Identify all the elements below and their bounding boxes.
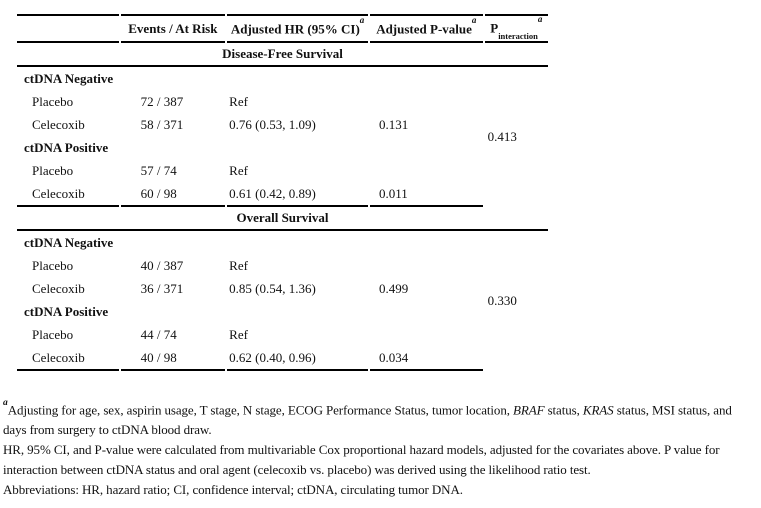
adjusted-p-value: 0.034 [369, 346, 483, 371]
table-row: ctDNA Positive [17, 300, 548, 323]
p-interaction-base: P [490, 19, 499, 35]
arm-label: Celecoxib [32, 116, 85, 132]
footnote-methods-line1: HR, 95% CI, and P-value were calculated … [3, 442, 720, 458]
section-header-row: Disease-Free Survival [17, 43, 548, 67]
events-at-risk-value: 57 / 74 [140, 162, 177, 178]
survival-results-table: Events / At Risk Adjusted HR (95% CI)a A… [15, 14, 550, 371]
header-events-label: Events / At Risk [128, 20, 218, 36]
header-p-interaction: Pinteraction a [484, 13, 548, 43]
table-row: Placebo 44 / 74 Ref [17, 323, 548, 346]
adjusted-p-value [370, 323, 483, 346]
p-interaction-subscript: interaction [498, 30, 538, 41]
header-adjusted-p: Adjusted P-valuea [369, 14, 483, 43]
table-row: Celecoxib 36 / 371 0.85 (0.54, 1.36) 0.4… [17, 277, 548, 300]
adjusted-hr-value: Ref [229, 162, 248, 178]
footnote-marker: a [537, 13, 543, 24]
adjusted-hr-value: 0.85 (0.54, 1.36) [229, 280, 316, 296]
events-at-risk-value: 58 / 371 [140, 116, 184, 132]
header-p-label: Adjusted P-value [376, 21, 472, 37]
adjusted-hr-value: Ref [229, 326, 248, 342]
group-label-ctdna-negative: ctDNA Negative [24, 234, 114, 250]
group-label-ctdna-positive: ctDNA Positive [24, 139, 109, 155]
header-hr-label: Adjusted HR (95% CI) [230, 21, 360, 37]
footnote-methods-line2: interaction between ctDNA status and ora… [3, 462, 591, 478]
footnote-adjustment-line2: days from surgery to ctDNA blood draw. [3, 422, 212, 438]
adjusted-hr-value: Ref [229, 257, 248, 273]
events-at-risk-value: 72 / 387 [140, 93, 184, 109]
header-events-at-risk: Events / At Risk [120, 14, 226, 43]
footnote-marker: a [359, 15, 365, 26]
footnote-adjustment-line1: aAdjusting for age, sex, aspirin usage, … [3, 397, 759, 420]
table-row: Placebo 72 / 387 Ref [17, 90, 548, 113]
section-title-os: Overall Survival [17, 207, 548, 231]
table-row: Celecoxib 58 / 371 0.76 (0.53, 1.09) 0.1… [17, 113, 548, 136]
table-footnotes: aAdjusting for age, sex, aspirin usage, … [3, 397, 759, 500]
footnote-adjustment-text: status, [544, 402, 583, 418]
adjusted-p-value [370, 254, 483, 277]
table-row: Placebo 57 / 74 Ref [17, 159, 548, 182]
events-at-risk-value: 44 / 74 [140, 326, 177, 342]
adjusted-hr-value: 0.61 (0.42, 0.89) [227, 182, 368, 207]
footnote-abbreviations: Abbreviations: HR, hazard ratio; CI, con… [3, 482, 463, 498]
adjusted-p-value [370, 159, 483, 182]
manuscript-page: Events / At Risk Adjusted HR (95% CI)a A… [0, 14, 761, 508]
arm-label: Celecoxib [17, 346, 119, 371]
group-label-ctdna-negative: ctDNA Negative [24, 70, 114, 86]
table-header-row: Events / At Risk Adjusted HR (95% CI)a A… [17, 14, 548, 43]
p-interaction-value-dfs: 0.413 [487, 129, 517, 144]
section-header-row: Overall Survival [17, 207, 548, 231]
events-at-risk-value: 40 / 387 [140, 257, 184, 273]
arm-label: Placebo [32, 326, 74, 342]
table-row: ctDNA Negative 0.330 [17, 231, 548, 309]
adjusted-p-value: 0.499 [378, 280, 409, 296]
group-label-ctdna-positive: ctDNA Positive [24, 303, 109, 319]
adjusted-p-value [370, 90, 483, 113]
table-row: ctDNA Negative 0.413 [17, 67, 548, 145]
adjusted-p-value: 0.131 [378, 116, 409, 132]
header-adjusted-hr: Adjusted HR (95% CI)a [227, 14, 368, 43]
events-at-risk-value: 60 / 98 [120, 182, 226, 207]
braf-gene-label: BRAF [513, 402, 545, 418]
arm-label: Placebo [32, 162, 74, 178]
p-interaction-value-os: 0.330 [487, 293, 517, 308]
events-at-risk-value: 40 / 98 [120, 346, 226, 371]
table-row: Celecoxib 60 / 98 0.61 (0.42, 0.89) 0.01… [17, 182, 548, 207]
adjusted-hr-value: 0.76 (0.53, 1.09) [229, 116, 316, 132]
footnote-adjustment-text: Adjusting for age, sex, aspirin usage, T… [7, 402, 514, 418]
header-empty-cell [17, 14, 119, 43]
events-at-risk-value: 36 / 371 [140, 280, 184, 296]
section-title-dfs: Disease-Free Survival [17, 43, 548, 67]
table-row: Placebo 40 / 387 Ref [17, 254, 548, 277]
arm-label: Placebo [32, 93, 74, 109]
kras-gene-label: KRAS [582, 402, 614, 418]
arm-label: Placebo [32, 257, 74, 273]
arm-label: Celecoxib [32, 280, 85, 296]
adjusted-hr-value: 0.62 (0.40, 0.96) [227, 346, 368, 371]
footnote-adjustment-text: status, MSI status, and [613, 402, 732, 418]
footnote-marker: a [3, 398, 8, 408]
adjusted-p-value: 0.011 [369, 182, 483, 207]
footnote-marker: a [471, 15, 477, 26]
adjusted-hr-value: Ref [229, 93, 248, 109]
arm-label: Celecoxib [17, 182, 119, 207]
table-row: ctDNA Positive [17, 136, 548, 159]
table-row: Celecoxib 40 / 98 0.62 (0.40, 0.96) 0.03… [17, 346, 548, 371]
